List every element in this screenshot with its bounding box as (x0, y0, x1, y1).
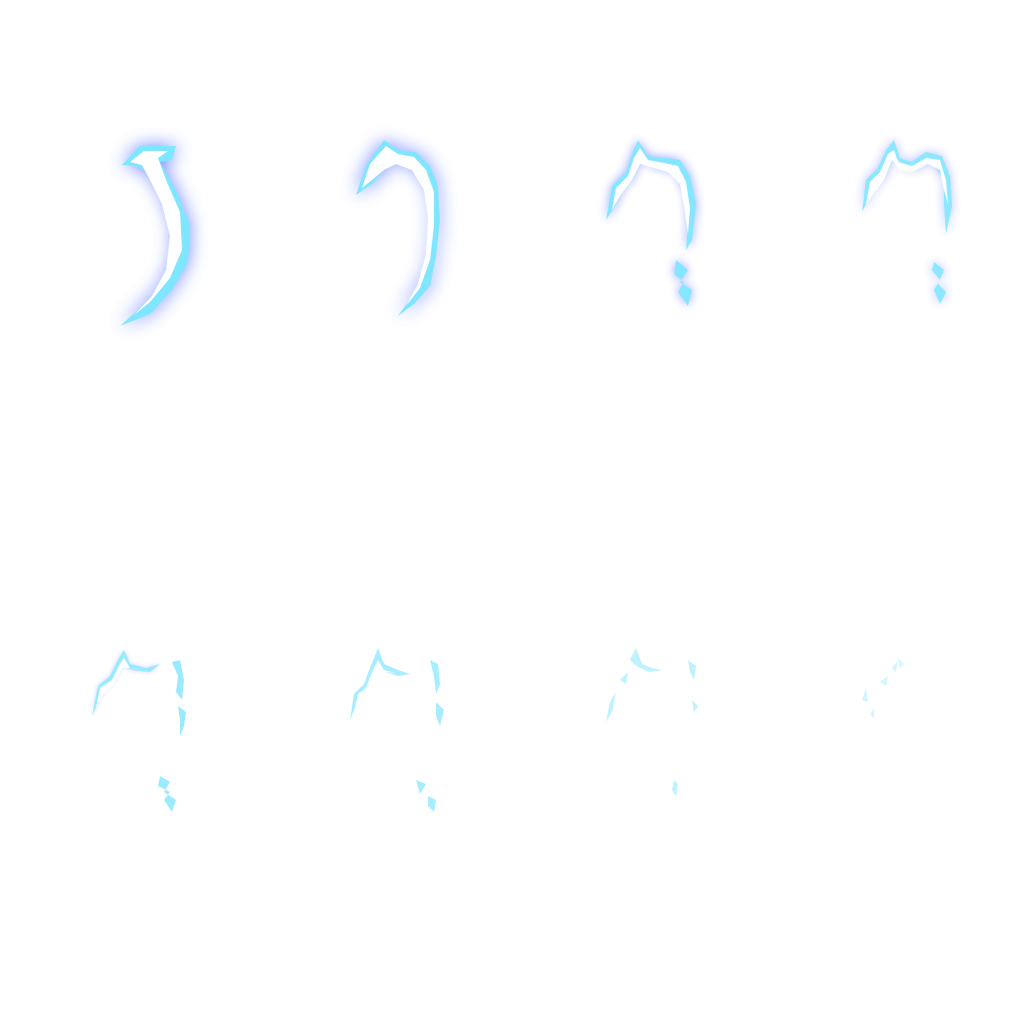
frame-4 (768, 0, 1024, 512)
frame-8 (768, 512, 1024, 1024)
lightning-arc-frame-5 (92, 650, 186, 812)
frame-2 (256, 0, 512, 512)
lightning-arc-frame-2 (356, 140, 440, 316)
frame-5 (0, 512, 256, 1024)
lightning-arc-frame-1 (120, 146, 190, 326)
lightning-arc-frame-8 (862, 658, 904, 718)
lightning-arc-frame-6 (350, 648, 444, 812)
lightning-arc-frame-3 (606, 140, 696, 306)
lightning-arc-frame-4 (862, 140, 952, 304)
frame-1 (0, 0, 256, 512)
frame-6 (256, 512, 512, 1024)
frame-3 (512, 0, 768, 512)
lightning-arc-frame-7 (606, 648, 698, 796)
frame-7 (512, 512, 768, 1024)
